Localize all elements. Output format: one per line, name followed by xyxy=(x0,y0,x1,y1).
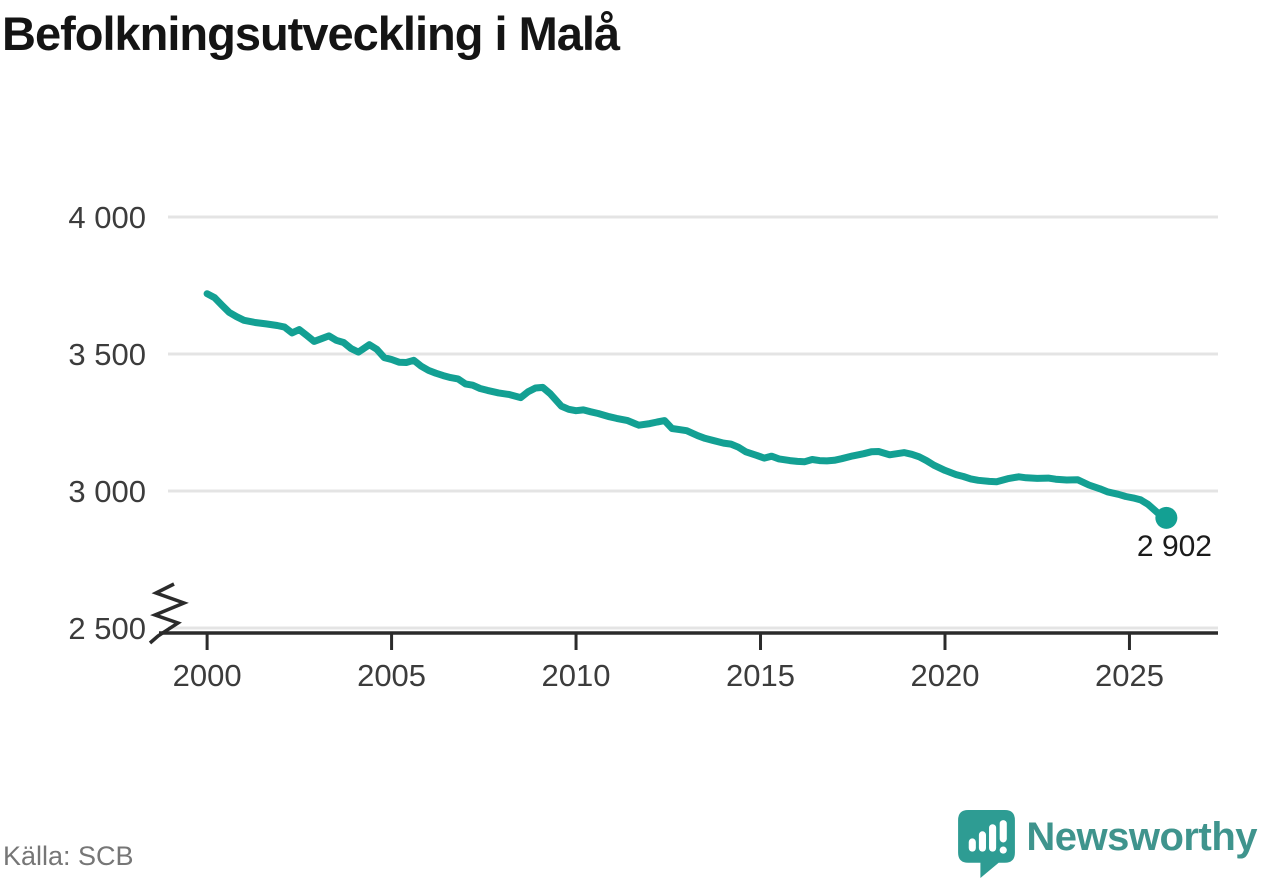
source-note: Källa: SCB xyxy=(3,841,134,871)
logo-bar-medium xyxy=(979,831,987,852)
y-tick-label: 2 500 xyxy=(68,611,146,646)
end-value-label: 2 902 xyxy=(1137,530,1212,563)
logo-exclamation-bar xyxy=(1000,820,1008,843)
x-tick-label: 2000 xyxy=(173,658,242,693)
end-point-dot xyxy=(1155,506,1178,529)
y-tick-label: 4 000 xyxy=(68,200,146,235)
axis-break-icon xyxy=(148,582,189,645)
newsworthy-logo: Newsworthy xyxy=(958,810,1257,879)
newsworthy-logo-text: Newsworthy xyxy=(1026,815,1257,859)
population-line xyxy=(203,290,1170,522)
x-tick-label: 2020 xyxy=(911,658,980,693)
x-tick-label: 2005 xyxy=(357,658,426,693)
x-tick-label: 2015 xyxy=(726,658,795,693)
y-tick-label: 3 000 xyxy=(68,474,146,509)
logo-bar-tall xyxy=(989,824,997,852)
page-title: Befolkningsutveckling i Malå xyxy=(2,7,620,60)
newsworthy-chart-bubble-icon xyxy=(958,810,1016,878)
x-tick-label: 2025 xyxy=(1095,658,1164,693)
y-tick-label: 3 500 xyxy=(68,337,146,372)
logo-bar-small xyxy=(969,838,977,852)
logo-exclamation-dot xyxy=(1000,846,1008,854)
x-tick-label: 2010 xyxy=(542,658,611,693)
